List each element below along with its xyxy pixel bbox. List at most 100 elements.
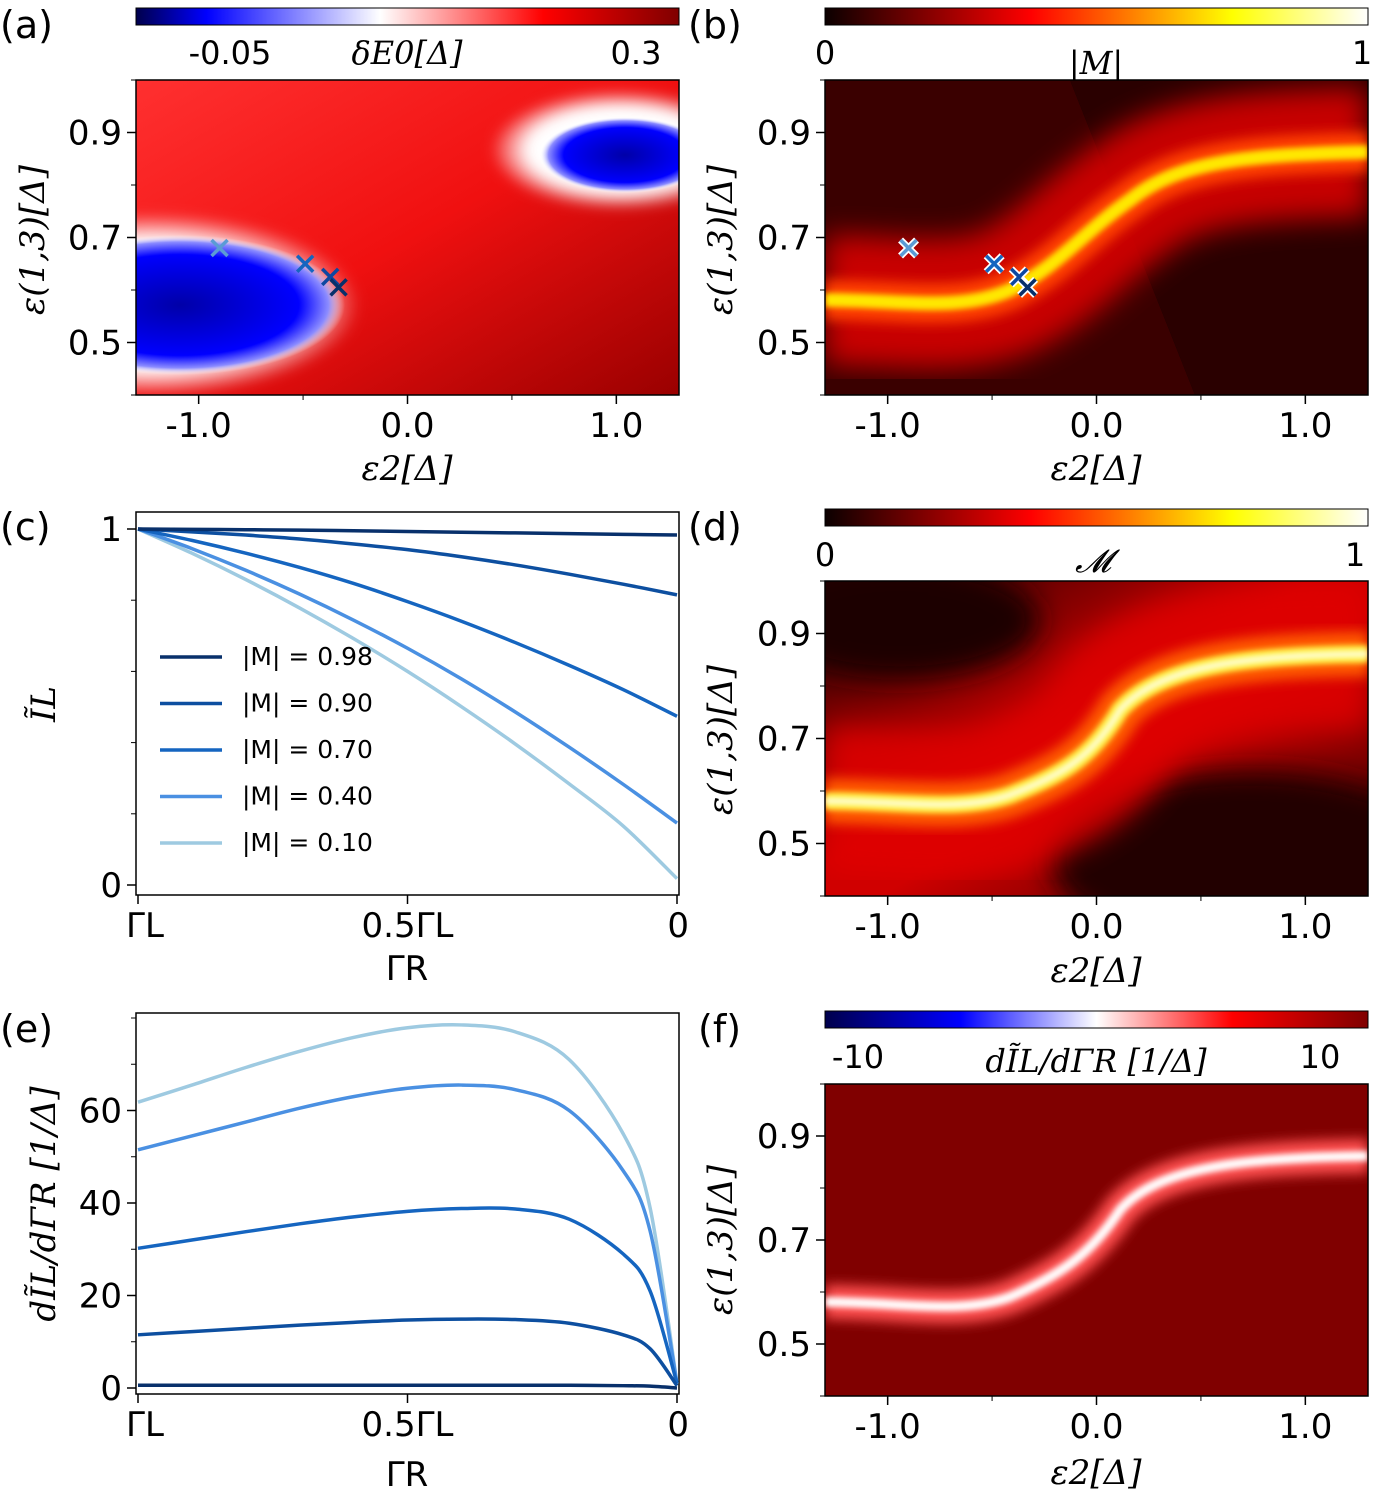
panel-d: (d) 0 𝓜 1 -1.0 0.0 1.0 0.5 0.7 0.9 ε2[Δ] ε(1,… [688,505,1369,991]
panel-f-ytick-label: 0.7 [757,1221,811,1261]
panel-c-legend-label: |M| = 0.40 [242,782,373,811]
panel-a-markers [210,238,348,297]
panel-a-ytick-label: 0.5 [68,324,122,364]
panel-c-legend-label: |M| = 0.70 [242,735,373,764]
panel-c-ytick-label: 1 [100,510,122,550]
panel-d-cb-tick-high: 1 [1345,536,1365,574]
panel-a-marker [210,238,229,258]
panel-f-ylabel: ε(1,3)[Δ] [701,1164,741,1315]
panel-d-cb-tick-low: 0 [815,536,835,574]
panel-b-cb-label: |M| [1069,44,1123,82]
panel-d-ylabel: ε(1,3)[Δ] [701,664,741,815]
panel-a-colorbar [135,7,680,26]
panel-e-axis-ticks: ΓL 0.5ΓL 0 0 20 40 60 [79,1017,689,1445]
panel-e-series-line [137,1023,679,1384]
panel-e: (e) ΓL 0.5ΓL 0 0 20 40 60 ΓR dĨL/dΓR [1/Δ] [0,1007,689,1495]
panel-e-series-line [138,1383,678,1390]
panel-c-ylabel: ĨL [24,686,64,723]
panel-b-ylabel: ε(1,3)[Δ] [701,164,741,315]
panel-e-xtick-label: 0 [667,1405,689,1445]
panel-b-marker [983,253,1005,275]
panel-b-label: (b) [688,3,742,47]
panel-f-ytick-label: 0.5 [757,1325,811,1365]
panel-f-xtick-label: 0.0 [1069,1407,1123,1447]
panel-f-cb-tick-low: -10 [832,1038,884,1076]
panel-c-series-line [137,527,678,537]
panel-b-cb-tick-low: 0 [815,34,835,72]
panel-d-ytick-label: 0.5 [757,825,811,865]
panel-b-cb-tick-high: 1 [1352,34,1372,72]
panel-d-xtick-label: 0.0 [1069,907,1123,947]
panel-e-series-line [137,1083,679,1384]
panel-b-axis-ticks: -1.0 0.0 1.0 0.5 0.7 0.9 [757,79,1332,446]
panel-d-ytick-label: 0.7 [757,720,811,760]
panel-e-ylabel: dĨL/dΓR [1/Δ] [24,1086,64,1322]
panel-d-heatmap [825,581,1368,896]
panel-a-xlabel: ε2[Δ] [362,449,454,489]
panel-f-axis-ticks: -1.0 0.0 1.0 0.5 0.7 0.9 [757,1083,1332,1447]
panel-d-label: (d) [688,505,742,549]
panel-a-xtick-label: -1.0 [165,406,231,446]
panel-a-heatmap [136,80,679,395]
panel-a-xtick-label: 0.0 [380,406,434,446]
panel-a-marker [329,278,348,297]
panel-a-cb-tick-high: 0.3 [611,34,662,72]
panel-c-ytick-label: 0 [100,866,122,906]
panel-c-series-line [137,527,679,880]
panel-a: (a) -0.05 δE0[Δ] 0.3 -1.0 0.0 1.0 0.5 0.7 0.9… [0,3,680,489]
panel-c-legend-label: |M| = 0.90 [242,689,373,718]
panel-b-xtick-label: 0.0 [1069,406,1123,446]
panel-f-xtick-label: -1.0 [854,1407,920,1447]
panel-a-cb-tick-low: -0.05 [189,34,272,72]
panel-e-series-line [137,1206,679,1384]
panel-b-markers [898,237,1039,298]
panel-f-label: (f) [698,1007,741,1051]
panel-c-xtick-label: ΓL [126,906,164,946]
panel-b-heatmap [825,80,1368,395]
panel-e-xlabel: ΓR [386,1455,429,1495]
panel-b-colorbar [824,7,1369,26]
panel-a-xtick-label: 1.0 [589,406,643,446]
panel-e-ytick-label: 60 [79,1092,122,1132]
panel-f-colorbar [824,1010,1369,1029]
panel-b-marker [898,237,920,259]
panel-f-xtick-label: 1.0 [1278,1407,1332,1447]
panel-c-lines [137,527,679,880]
panel-a-axis-ticks: -1.0 0.0 1.0 0.5 0.7 0.9 [68,79,643,446]
panel-e-ytick-label: 20 [79,1277,122,1317]
panel-d-ytick-label: 0.9 [757,615,811,655]
panel-f-xlabel: ε2[Δ] [1051,1453,1143,1493]
panel-c: (c) ΓL 0.5ΓL 001 ΓR ĨL |M| = 0.98|M| = 0.9… [0,505,689,989]
panel-f-heatmap [825,1084,1368,1396]
panel-b: (b) 0 |M| 1 -1.0 0.0 1.0 0.5 0.7 0.9 ε2[Δ] ε(… [688,3,1372,489]
panel-e-xtick-label: ΓL [126,1405,164,1445]
panel-b-xtick-label: -1.0 [854,406,920,446]
panel-b-marker [1017,276,1039,298]
panel-c-legend: |M| = 0.98 |M| = 0.90 |M| = 0.70 |M| = 0.40… [160,642,373,857]
panel-a-marker [295,254,315,273]
panel-a-cb-label: δE0[Δ] [351,34,463,72]
panel-f-ytick-label: 0.9 [757,1117,811,1157]
panel-b-ytick-label: 0.7 [757,219,811,259]
panel-a-ylabel: ε(1,3)[Δ] [13,164,53,315]
panel-a-ytick-label: 0.7 [68,219,122,259]
panel-c-series-line [137,527,678,718]
panel-c-xtick-label: 0 [667,906,689,946]
panel-c-legend-label: |M| = 0.10 [242,828,373,857]
panel-d-cb-label: 𝓜 [1075,542,1120,580]
panel-d-colorbar [824,508,1369,527]
panel-c-axis-ticks: ΓL 0.5ΓL 0 0 1 [100,510,689,946]
panel-f: (f) -10 dĨL/dΓR [1/Δ] 10 -1.0 0.0 1.0 0.5 0.… [698,1007,1369,1493]
panel-e-label: (e) [0,1007,53,1051]
panel-e-lines [137,1023,679,1390]
panel-a-label: (a) [0,3,53,47]
panel-c-legend-label: |M| = 0.98 [242,642,373,671]
panel-f-cb-tick-high: 10 [1300,1038,1341,1076]
panel-d-axis-ticks: -1.0 0.0 1.0 0.5 0.7 0.9 [757,580,1332,947]
panel-e-ytick-label: 40 [79,1184,122,1224]
panel-b-xtick-label: 1.0 [1278,406,1332,446]
panel-e-xtick-label: 0.5ΓL [362,1405,454,1445]
panel-d-xlabel: ε2[Δ] [1051,951,1143,991]
panel-e-series-line [137,1317,679,1387]
